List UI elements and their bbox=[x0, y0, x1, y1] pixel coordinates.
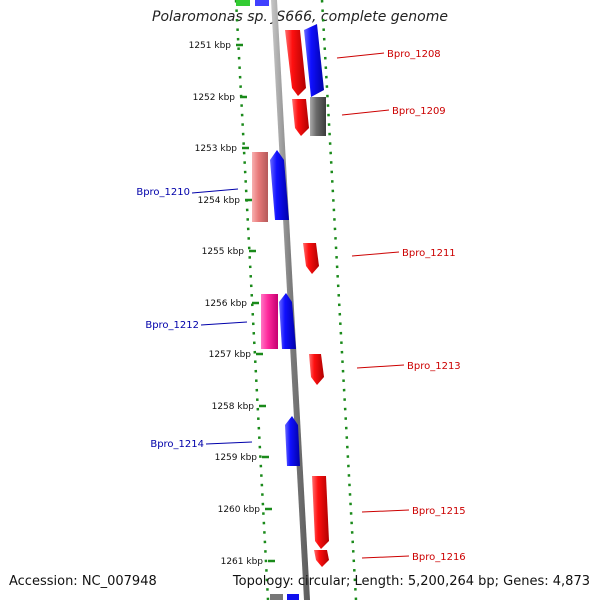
gene-label[interactable]: Bpro_1211 bbox=[402, 248, 456, 259]
gene-arrow-1210-blue bbox=[270, 150, 289, 220]
tick-label: 1252 kbp bbox=[193, 93, 236, 103]
gene-top-blue bbox=[255, 0, 269, 6]
gene-label[interactable]: Bpro_1213 bbox=[407, 361, 461, 372]
gene-callout-line bbox=[205, 441, 253, 445]
gene-arrow-1213-red bbox=[309, 354, 324, 385]
gene-label[interactable]: Bpro_1209 bbox=[392, 106, 446, 117]
gene-callout-line bbox=[356, 364, 405, 369]
tick-label: 1251 kbp bbox=[189, 41, 232, 51]
gene-label[interactable]: Bpro_1215 bbox=[412, 506, 466, 517]
gene-block-1209-gray bbox=[310, 97, 326, 136]
gene-bottom-blue bbox=[287, 594, 299, 600]
gene-arrow-1208-blue bbox=[304, 24, 324, 97]
gene-bottom-gray bbox=[270, 594, 283, 600]
gene-block-1210-salmon bbox=[252, 152, 268, 222]
tick-label: 1256 kbp bbox=[205, 299, 248, 309]
gene-label[interactable]: Bpro_1216 bbox=[412, 552, 466, 563]
tick-label: 1253 kbp bbox=[195, 144, 238, 154]
gene-arrow-1209-red bbox=[292, 99, 309, 136]
gene-label-layer: Bpro_1208 Bpro_1209 Bpro_1210 Bpro_1211 Bpro… bbox=[136, 49, 465, 563]
gene-top-green bbox=[236, 0, 250, 6]
gene-arrow-1214-blue bbox=[285, 416, 300, 466]
tick-label: 1260 kbp bbox=[218, 505, 261, 515]
map-title: Polaromonas sp. JS666, complete genome bbox=[152, 9, 448, 25]
gene-callout-line bbox=[361, 555, 410, 559]
accession-label: Accession: NC_007948 bbox=[9, 574, 157, 589]
gene-label[interactable]: Bpro_1212 bbox=[145, 320, 199, 331]
topology-label: Topology: circular; Length: 5,200,264 bp… bbox=[232, 574, 590, 589]
tick-label: 1254 kbp bbox=[198, 196, 241, 206]
gene-label[interactable]: Bpro_1208 bbox=[387, 49, 441, 60]
gene-callout-line bbox=[361, 509, 410, 513]
gene-callout-line bbox=[336, 52, 385, 59]
tick-label: 1255 kbp bbox=[202, 247, 245, 257]
tick-label: 1259 kbp bbox=[215, 453, 258, 463]
tick-label: 1261 kbp bbox=[221, 557, 264, 567]
gene-callout-line bbox=[341, 109, 390, 116]
gene-callout-line bbox=[191, 188, 239, 194]
tick-label: 1258 kbp bbox=[212, 402, 255, 412]
gene-label[interactable]: Bpro_1210 bbox=[136, 187, 190, 198]
gene-arrow-1208-red bbox=[285, 30, 306, 96]
gene-block-1212-magenta bbox=[261, 294, 278, 349]
gene-arrow-1216-red bbox=[314, 550, 329, 567]
tick-label: 1257 kbp bbox=[209, 350, 252, 360]
gene-arrow-1215-red bbox=[312, 476, 329, 549]
gene-callout-line bbox=[351, 251, 400, 257]
gene-arrow-1212-blue bbox=[279, 293, 296, 349]
tick-layer: 1251 kbp 1252 kbp 1253 kbp 1254 kbp 1255 kbp… bbox=[189, 41, 275, 567]
gene-label[interactable]: Bpro_1214 bbox=[150, 439, 204, 450]
gene-arrow-1211-red bbox=[303, 243, 319, 274]
gene-callout-line bbox=[200, 321, 248, 326]
